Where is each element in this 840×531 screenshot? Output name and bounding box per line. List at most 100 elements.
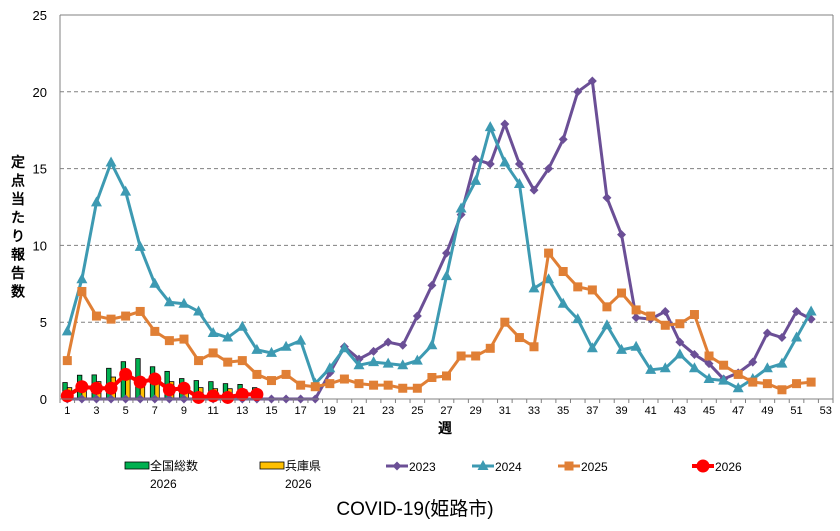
y-axis-title-char: 当 [11,191,25,207]
x-tick-label: 1 [64,405,70,417]
y-tick-label: 15 [33,162,47,177]
legend-label: 全国総数 [150,458,198,473]
data-point-2024 [426,339,438,350]
data-point-2025 [121,311,131,321]
data-point-2025 [296,380,306,390]
data-point-2025 [456,351,466,361]
data-point-2026 [104,381,118,395]
x-tick-label: 17 [295,405,307,417]
x-tick-label: 47 [732,405,744,417]
data-point-2024 [557,297,569,308]
data-point-2023 [398,340,408,350]
data-point-2024 [761,362,773,373]
data-point-2024 [630,340,642,351]
data-point-2024 [528,282,540,293]
data-point-2023 [762,328,772,338]
y-axis-title-char: 点 [11,173,25,189]
data-point-2023 [544,164,554,174]
data-point-2025 [369,380,379,390]
legend-swatch-bar [259,461,285,470]
data-point-2024 [645,363,657,374]
x-tick-label: 29 [470,405,482,417]
data-point-2025 [325,379,335,389]
data-point-2024 [455,202,467,213]
data-point-2024 [236,320,248,331]
data-point-2025 [62,356,72,366]
data-point-2023 [675,337,685,347]
data-point-2024 [120,185,132,196]
data-point-2024 [178,297,190,308]
data-point-2025 [383,380,393,390]
data-point-2024 [659,362,671,373]
data-point-2024 [397,359,409,370]
legend-marker [564,461,574,471]
data-point-2024 [324,362,336,373]
y-tick-label: 0 [40,392,47,407]
data-point-2026 [206,389,220,403]
data-point-2026 [235,387,249,401]
data-point-2024 [688,362,700,373]
data-point-2024 [265,346,277,357]
chart-title: COVID-19(姫路市) [336,498,493,520]
data-point-2024 [193,305,205,316]
y-axis-title-char: 報 [11,247,26,263]
x-tick-label: 41 [645,405,657,417]
data-point-2024 [382,357,394,368]
data-point-2025 [675,319,685,329]
data-point-2023 [617,230,627,240]
data-point-2025 [398,383,408,393]
data-point-2025 [631,305,641,315]
data-point-2025 [135,306,145,316]
x-axis-title: 週 [438,420,452,436]
series-line-2025 [65,251,812,392]
data-point-2025 [427,372,437,382]
data-point-2023 [529,185,539,195]
data-point-2025 [719,360,729,370]
x-tick-label: 23 [382,405,394,417]
legend-label: 2025 [581,460,608,474]
data-point-2024 [805,305,817,316]
data-point-2025 [281,369,291,379]
data-point-2025 [266,376,276,386]
y-axis-title-char: た [11,210,25,226]
data-point-2024 [791,331,803,342]
data-point-2025 [762,379,772,389]
data-point-2025 [179,334,189,344]
x-tick-label: 49 [761,405,773,417]
data-point-2024 [411,354,423,365]
data-point-2024 [222,331,234,342]
data-point-2025 [310,382,320,392]
data-point-2023 [412,311,422,321]
legend-label: 2026 [285,477,312,491]
data-point-2025 [500,317,510,327]
data-point-2026 [162,383,176,397]
data-point-2025 [91,311,101,321]
legend-label: 2026 [150,477,177,491]
legend-label: 2024 [495,460,522,474]
data-point-2023 [514,159,524,169]
data-point-2023 [748,357,758,367]
legend-swatch-bar [124,461,150,470]
data-point-2026 [133,375,147,389]
data-point-2024 [543,273,555,284]
x-tick-label: 7 [152,405,158,417]
data-point-2025 [442,371,451,381]
gridlines [60,91,833,323]
data-point-2024 [572,313,584,324]
legend: 全国総数 2026 兵庫県 2026 2023 2024 2025 2026 [124,458,742,491]
data-point-2025 [660,320,670,330]
data-point-2024 [90,196,102,207]
data-point-2025 [106,314,116,324]
data-point-2024 [601,319,613,330]
data-point-2024 [76,273,88,284]
series-2023 [62,76,816,404]
data-point-2025 [792,379,802,389]
data-point-2025 [471,351,481,361]
data-point-2024 [338,342,350,353]
x-tick-label: 13 [236,405,248,417]
data-point-2023 [792,306,802,316]
data-point-2023 [485,159,495,169]
legend-label: 2026 [715,460,742,474]
